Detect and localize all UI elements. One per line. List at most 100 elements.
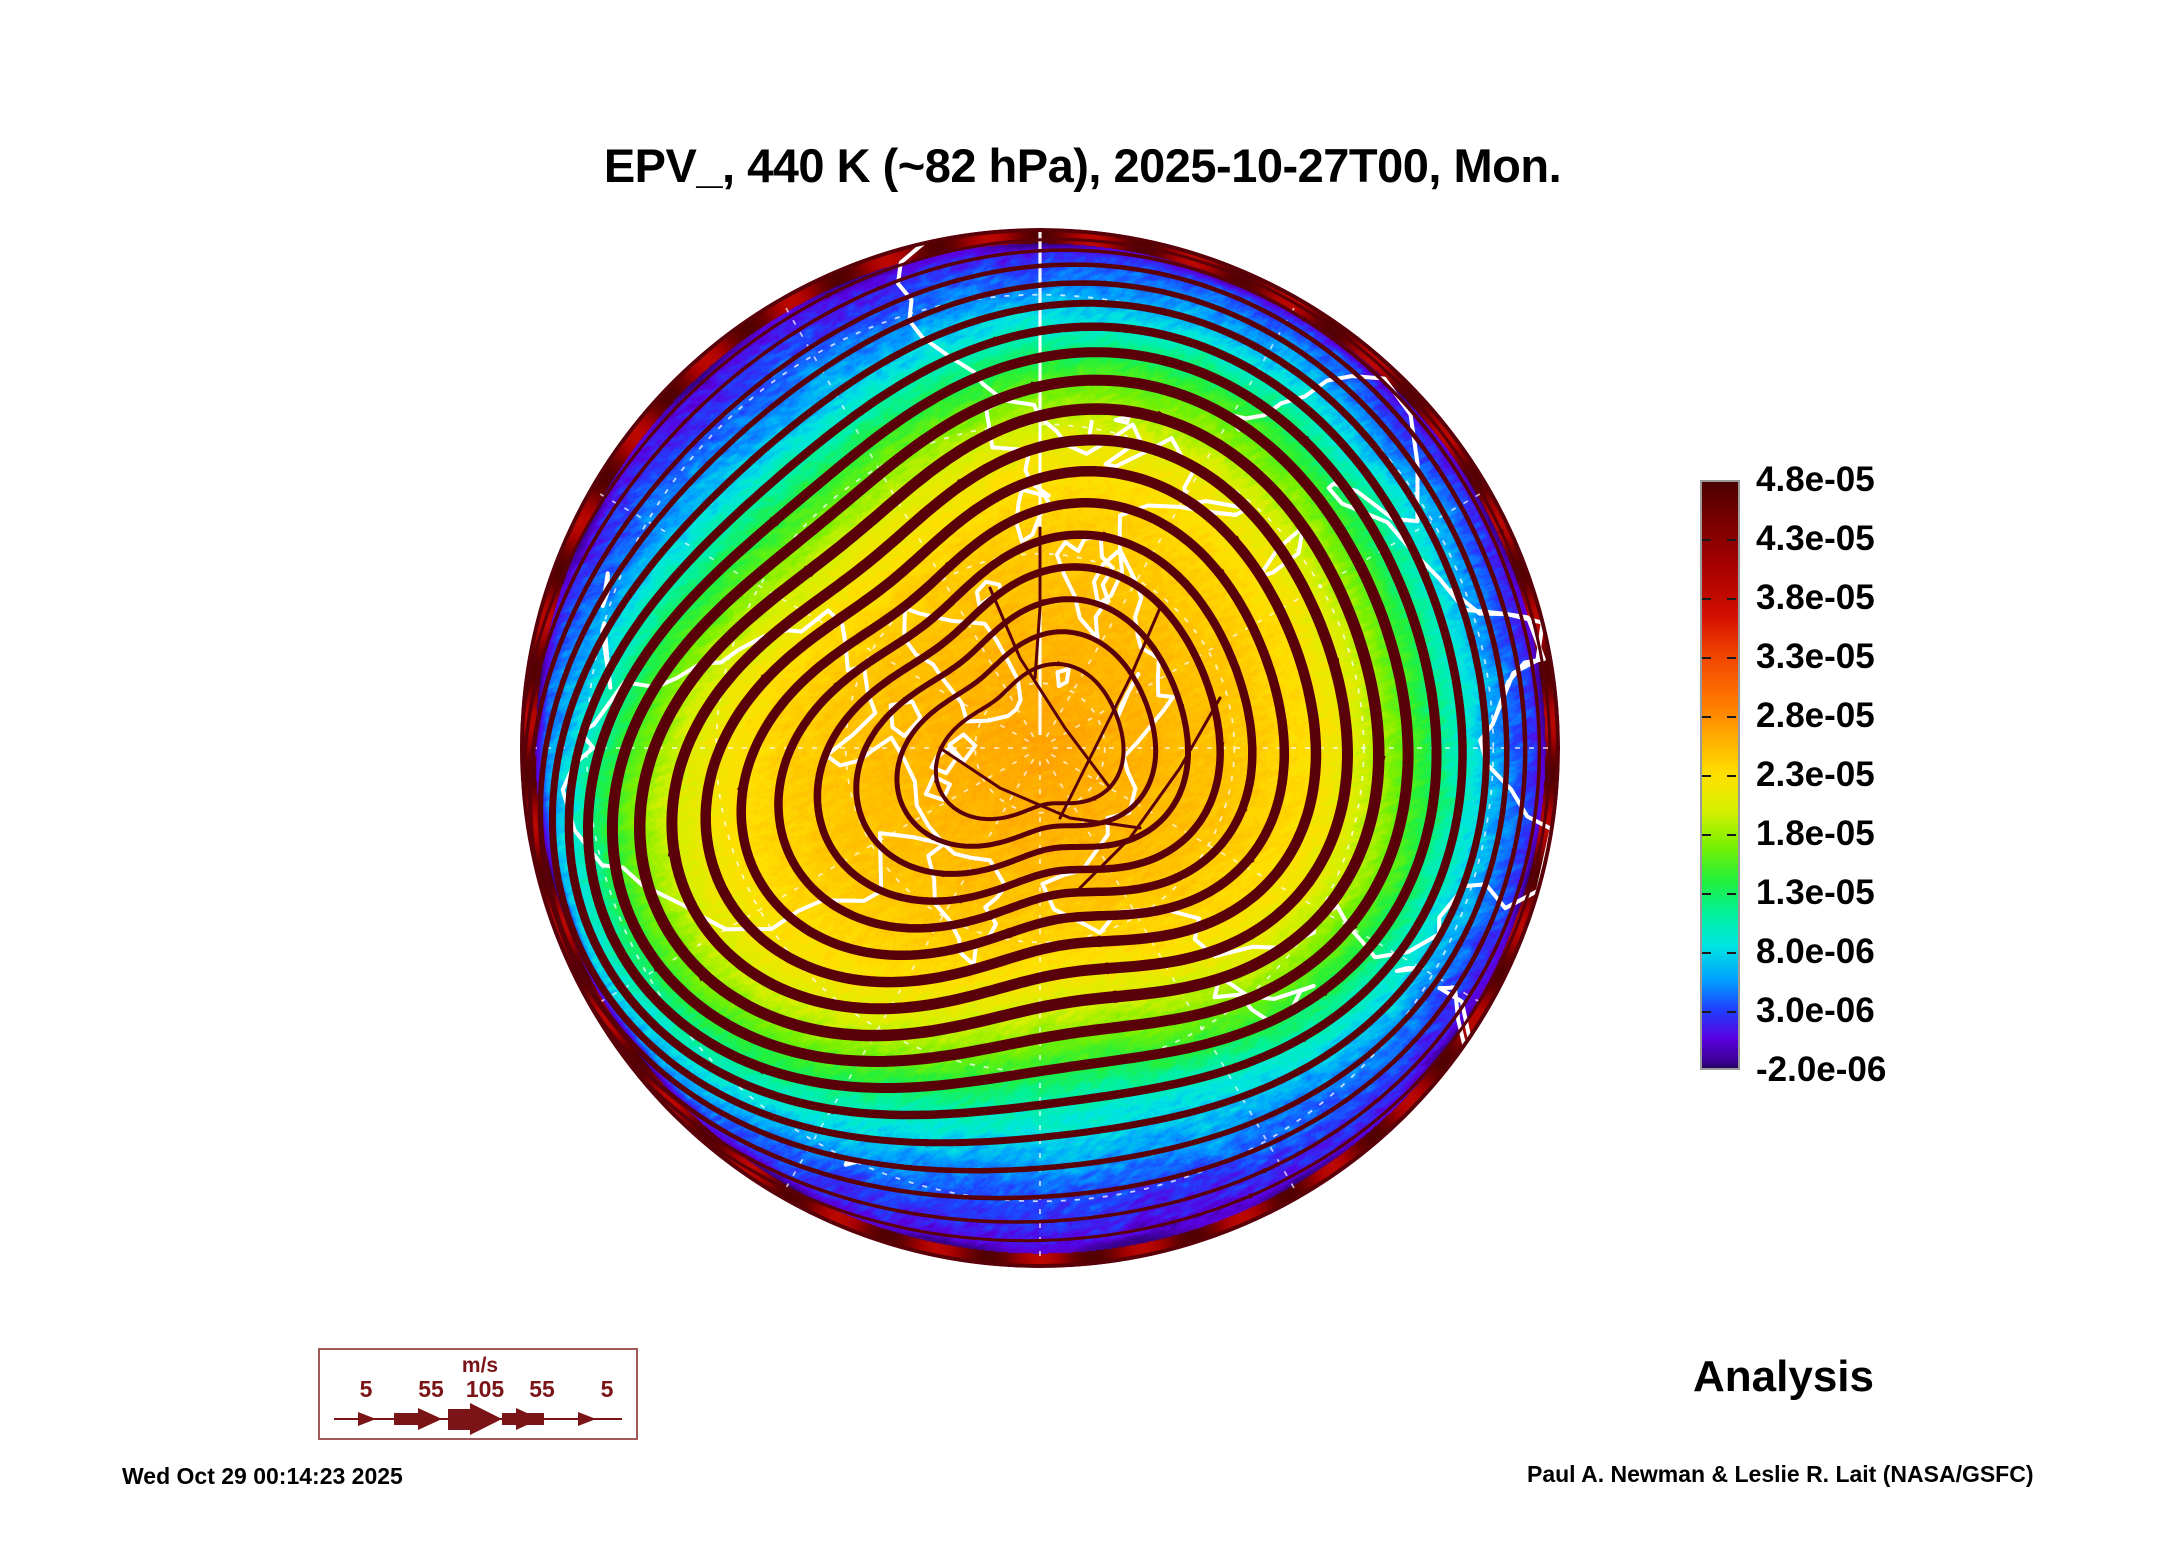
streamline-arrowhead xyxy=(1234,853,1255,874)
streamline-arrowhead xyxy=(968,1167,983,1174)
colorbar-label: 3.3e-05 xyxy=(1756,637,1875,676)
streamline-arrowhead xyxy=(1499,810,1506,825)
streamline xyxy=(988,586,1112,790)
colorbar-tick xyxy=(1727,775,1736,777)
colorbar-tick xyxy=(1727,657,1736,659)
globe-disc xyxy=(520,228,1560,1268)
streamline-arrowhead xyxy=(1419,572,1432,594)
colorbar-label: 4.8e-05 xyxy=(1756,460,1875,499)
generation-timestamp: Wed Oct 29 00:14:23 2025 xyxy=(122,1463,403,1489)
latitude-circle xyxy=(585,293,1495,1203)
map-overlay-layer xyxy=(520,228,1560,1268)
streamline xyxy=(736,498,1290,961)
latitude-circle xyxy=(844,552,1236,944)
coastline-path xyxy=(929,746,959,776)
colorbar-tick xyxy=(1702,834,1711,836)
coastline-path xyxy=(1212,975,1316,1023)
longitude-meridian xyxy=(590,488,1030,743)
streamline-arrowhead xyxy=(736,768,748,793)
streamline-arrowhead xyxy=(988,927,1012,940)
colorbar-tick xyxy=(1702,539,1711,541)
streamline-arrowhead xyxy=(1084,795,1097,802)
colorbar-label: 4.3e-05 xyxy=(1756,519,1875,558)
streamline-arrowhead xyxy=(1241,1193,1253,1200)
streamline-arrowhead xyxy=(667,829,681,857)
colorbar-tick xyxy=(1702,893,1711,895)
colorbar-tick xyxy=(1702,598,1711,600)
colorbar-tick xyxy=(1702,775,1711,777)
wind-legend-value: 5 xyxy=(600,1376,614,1402)
streamline-arrowhead xyxy=(813,1105,836,1115)
coastline-path xyxy=(1394,966,1424,973)
globe-outline xyxy=(520,228,1560,1268)
coastline-path xyxy=(902,606,1023,724)
colorbar-tick xyxy=(1727,952,1736,954)
colorbar-tick xyxy=(1702,657,1711,659)
coastline-path xyxy=(1055,666,1071,689)
streamline xyxy=(1033,526,1042,680)
streamline xyxy=(527,262,1528,1201)
streamline xyxy=(521,248,1542,1224)
colorbar-label: 1.3e-05 xyxy=(1756,873,1875,912)
streamline-arrowhead xyxy=(942,895,962,904)
colorbar-tick-labels: 4.8e-05 4.3e-05 3.8e-05 3.3e-05 2.8e-05 2.3e-… xyxy=(1756,460,2086,1089)
wind-legend-value: 5 xyxy=(359,1376,373,1402)
streamline-group xyxy=(520,237,1552,1243)
streamline-arrowhead xyxy=(760,662,784,685)
colorbar-tick xyxy=(1727,716,1736,718)
streamline-arrowhead xyxy=(993,336,1015,347)
streamline-arrowhead xyxy=(1351,369,1362,380)
streamline-arrowhead xyxy=(1234,805,1248,827)
streamline-arrowhead xyxy=(645,945,666,972)
colorbar-tick xyxy=(1702,716,1711,718)
wind-legend-value: 55 xyxy=(418,1376,444,1402)
colorbar-tick xyxy=(1727,893,1736,895)
streamline xyxy=(548,299,1490,1147)
coastline-path xyxy=(1257,525,1305,579)
streamline xyxy=(774,530,1257,933)
colorbar-tick xyxy=(1727,834,1736,836)
streamline-arrowhead xyxy=(929,870,945,878)
streamline-arrowhead xyxy=(1299,435,1321,458)
streamline-arrowhead xyxy=(1177,704,1185,720)
colorbar-label: -2.0e-06 xyxy=(1756,1050,1887,1089)
analysis-label: Analysis xyxy=(1693,1352,1874,1401)
coastline-path xyxy=(1113,414,1131,425)
page-title: EPV_, 440 K (~82 hPa), 2025-10-27T00, Mo… xyxy=(603,139,1562,192)
streamline-arrowhead xyxy=(1216,742,1225,761)
wind-legend-value: 105 xyxy=(465,1376,505,1402)
polar-map-panel[interactable] xyxy=(520,228,1560,1268)
colorbar-label: 3.0e-06 xyxy=(1756,991,1875,1030)
streamline-arrowhead xyxy=(910,1138,928,1147)
colorbar-label: 1.8e-05 xyxy=(1756,814,1875,853)
colorbar-label: 3.8e-05 xyxy=(1756,578,1875,617)
coastline-path xyxy=(923,774,952,802)
streamline-arrowhead xyxy=(1228,535,1249,560)
streamline xyxy=(520,237,1552,1243)
streamline-arrowhead xyxy=(902,692,917,704)
wind-legend-value: 55 xyxy=(529,1376,555,1402)
streamline-arrowhead xyxy=(803,554,830,578)
streamline xyxy=(1078,696,1222,890)
streamline-arrowhead xyxy=(1100,531,1123,542)
streamline-arrowhead xyxy=(971,910,993,921)
streamline-arrowhead xyxy=(1303,985,1328,1004)
streamline xyxy=(666,434,1354,1015)
streamline-arrowhead xyxy=(742,1059,768,1075)
streamline-arrowhead xyxy=(1285,1032,1307,1047)
streamline-arrowhead xyxy=(1030,381,1059,394)
streamline-arrowhead xyxy=(1327,658,1340,686)
coastline-path xyxy=(947,732,978,764)
streamline xyxy=(537,280,1510,1174)
streamline-arrowhead xyxy=(1484,925,1492,938)
wind-speed-legend: m/s 5 55 105 55 5 xyxy=(318,1348,638,1440)
colorbar-label: 2.8e-05 xyxy=(1756,696,1875,735)
coastline-path xyxy=(1087,419,1094,437)
colorbar-label: 8.0e-06 xyxy=(1756,932,1875,971)
streamline-arrowhead xyxy=(1103,280,1118,287)
streamline-arrowhead xyxy=(945,552,966,572)
streamline-arrowhead xyxy=(687,956,711,982)
colorbar-tick xyxy=(1702,1011,1711,1013)
streamline xyxy=(633,403,1385,1042)
streamline-arrowhead xyxy=(610,642,626,663)
